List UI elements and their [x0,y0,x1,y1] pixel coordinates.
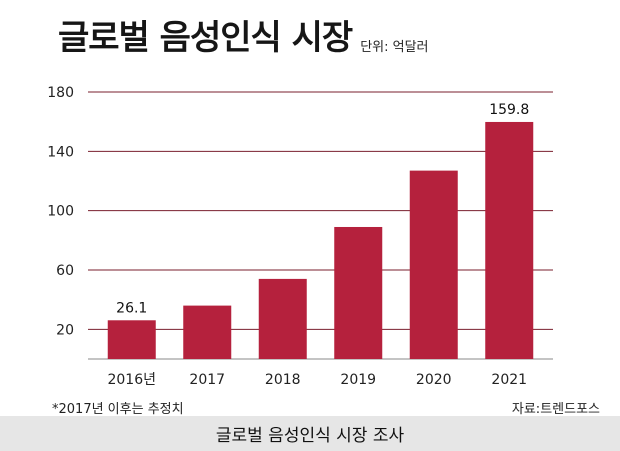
y-tick-label: 100 [47,204,74,220]
bar [107,320,156,359]
y-tick-label: 180 [47,85,74,101]
title-row: 글로벌 음성인식 시장 단위: 억달러 [58,10,429,59]
bar [258,278,307,359]
x-tick-label: 2021 [491,372,527,388]
y-tick-label: 20 [56,322,74,338]
caption-bar: 글로벌 음성인식 시장 조사 [0,416,620,451]
unit-label: 단위: 억달러 [360,40,429,55]
data-label: 26.1 [116,300,147,316]
bar [183,305,232,359]
x-tick-label: 2019 [340,372,376,388]
y-tick-label: 140 [47,144,74,160]
x-tick-label: 2016년 [107,372,156,388]
footnote: *2017년 이후는 추정치 [52,402,184,417]
data-label: 159.8 [489,102,529,118]
bar [409,170,458,359]
x-tick-label: 2020 [416,372,452,388]
x-tick-label: 2018 [265,372,301,388]
source-note: 자료:트렌드포스 [511,402,600,417]
bar [334,226,383,359]
bar [485,121,534,359]
x-tick-label: 2017 [189,372,225,388]
bar-chart: 20 60 100 140 180 2016년 26.1 2017 2018 2019 2020 20… [47,85,553,388]
caption-text: 글로벌 음성인식 시장 조사 [215,426,405,446]
chart-title: 글로벌 음성인식 시장 [58,18,353,58]
y-tick-label: 60 [56,263,74,279]
